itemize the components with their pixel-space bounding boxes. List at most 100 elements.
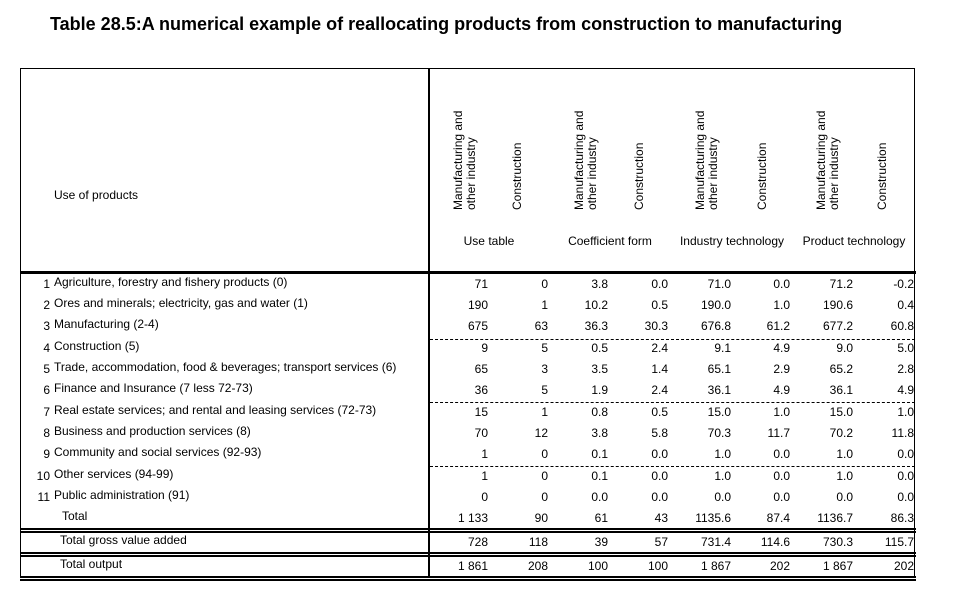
- table-cell: 0.0: [651, 490, 668, 504]
- column-group-label: Product technology: [802, 234, 906, 248]
- table-cell: -0.2: [893, 277, 914, 291]
- table-cell: 0.0: [651, 277, 668, 291]
- double-line-top: [20, 552, 916, 554]
- row-number: 7: [43, 405, 50, 419]
- table-cell: 1: [541, 405, 548, 419]
- table-row: 10 Other services (94-99) 1 0 0.1 0.0 1.0 0.0 1.…: [20, 466, 915, 487]
- row-label: Ores and minerals; electricity, gas and …: [54, 296, 308, 310]
- table-cell: 4.9: [773, 383, 790, 397]
- column-header-text: Construction: [755, 90, 769, 210]
- table-cell: 10.2: [584, 298, 608, 312]
- table-cell: 675: [467, 319, 488, 333]
- dashed-separator: [430, 466, 915, 467]
- table-row: 7 Real estate services; and rental and le…: [20, 402, 915, 423]
- table-cell: 9.0: [836, 341, 853, 355]
- table-cell: 190: [467, 298, 488, 312]
- row-number: 2: [43, 298, 50, 312]
- table-cell: 71.2: [829, 277, 853, 291]
- row-label: Total output: [60, 557, 123, 571]
- table-cell: 0.0: [591, 490, 608, 504]
- column-header-line: Construction: [632, 142, 646, 210]
- header-divider: [20, 271, 916, 274]
- dashed-separator: [430, 402, 915, 403]
- table-cell: 87.4: [766, 511, 790, 525]
- table-cell: 118: [528, 535, 548, 549]
- column-header: Construction: [632, 90, 673, 210]
- table-cell: 0: [541, 447, 548, 461]
- double-line-bottom: [20, 579, 916, 581]
- table-cell: 65.1: [707, 362, 731, 376]
- double-line-bottom: [20, 555, 916, 557]
- table-cell: 208: [527, 559, 548, 573]
- row-label: Total gross value added: [60, 533, 187, 547]
- column-header-text: Construction: [510, 90, 524, 210]
- table-cell: 4.9: [773, 341, 790, 355]
- table-row: 8 Business and production services (8) 70 1…: [20, 423, 915, 444]
- row-label: Other services (94-99): [54, 467, 174, 481]
- table-cell: 1136.7: [817, 511, 853, 525]
- dashed-separator: [430, 339, 915, 340]
- table-cell: 36.3: [584, 319, 608, 333]
- table-cell: 5: [541, 341, 548, 355]
- table-cell: 1.4: [651, 362, 668, 376]
- table-cell: 3.8: [591, 426, 608, 440]
- table-cell: 5: [541, 383, 548, 397]
- table-cell: 1.0: [836, 447, 853, 461]
- table-cell: 0.0: [897, 447, 914, 461]
- column-header: Construction: [510, 90, 551, 210]
- column-header-line: other industry: [464, 137, 478, 210]
- table-cell: 0: [541, 277, 548, 291]
- column-header: Manufacturing and other industry: [814, 90, 855, 210]
- column-group-label: Use table: [463, 234, 515, 248]
- table-cell: 11.7: [767, 426, 790, 440]
- column-header-text: Construction: [875, 90, 889, 210]
- row-number: 1: [43, 277, 50, 291]
- table-cell: 190.6: [822, 298, 853, 312]
- table-cell: 202: [893, 559, 914, 573]
- row-label: Total: [62, 509, 88, 523]
- column-header: Manufacturing and other industry: [693, 90, 734, 210]
- double-line-top: [20, 576, 916, 578]
- table-cell: 5.0: [897, 341, 914, 355]
- table-cell: 65: [474, 362, 488, 376]
- table-title: Table 28.5:A numerical example of reallo…: [50, 14, 843, 34]
- column-header-text: Manufacturing and other industry: [693, 90, 720, 210]
- double-line-bottom: [20, 531, 916, 533]
- table-cell: 15: [474, 405, 488, 419]
- table-cell: 1.9: [591, 383, 608, 397]
- table-cell: 676.8: [700, 319, 731, 333]
- table-cell: 1.0: [836, 469, 853, 483]
- table-cell: 36: [474, 383, 488, 397]
- table-cell: 70.2: [829, 426, 853, 440]
- table-cell: 15.0: [707, 405, 731, 419]
- table-cell: 730.3: [822, 535, 853, 549]
- table-cell: 12: [534, 426, 548, 440]
- table-cell: 0.5: [651, 298, 668, 312]
- table-cell: 65.2: [829, 362, 853, 376]
- column-header-line: Construction: [875, 142, 889, 210]
- table-cell: 1135.6: [695, 511, 731, 525]
- table-cell: 3.8: [591, 277, 608, 291]
- table-cell: 2.4: [651, 341, 668, 355]
- table-cell: 1.0: [714, 469, 731, 483]
- column-group-label: Coefficient form: [568, 234, 652, 248]
- column-header-line: other industry: [706, 137, 720, 210]
- table-cell: 0.1: [591, 447, 608, 461]
- table-cell: 60.8: [890, 319, 914, 333]
- table-row: 5 Trade, accommodation, food & beverages;…: [20, 359, 915, 380]
- table-cell: 15.0: [829, 405, 853, 419]
- table-cell: 71: [474, 277, 488, 291]
- column-header-line: other industry: [585, 137, 599, 210]
- table-cell: 1.0: [773, 298, 790, 312]
- table-cell: 1 133: [457, 511, 488, 525]
- row-label: Real estate services; and rental and lea…: [54, 403, 377, 417]
- table-cell: 1: [541, 298, 548, 312]
- column-header-line: other industry: [827, 137, 841, 210]
- table-cell: 2.9: [773, 362, 790, 376]
- table-row: 2 Ores and minerals; electricity, gas and…: [20, 295, 915, 316]
- table-cell: 0.0: [651, 469, 668, 483]
- table-cell: 190.0: [700, 298, 731, 312]
- table-row: 4 Construction (5) 9 5 0.5 2.4 9.1 4.9 9.0 5.0: [20, 338, 915, 359]
- table-cell: 61: [594, 511, 608, 525]
- table-cell: 731.4: [700, 535, 731, 549]
